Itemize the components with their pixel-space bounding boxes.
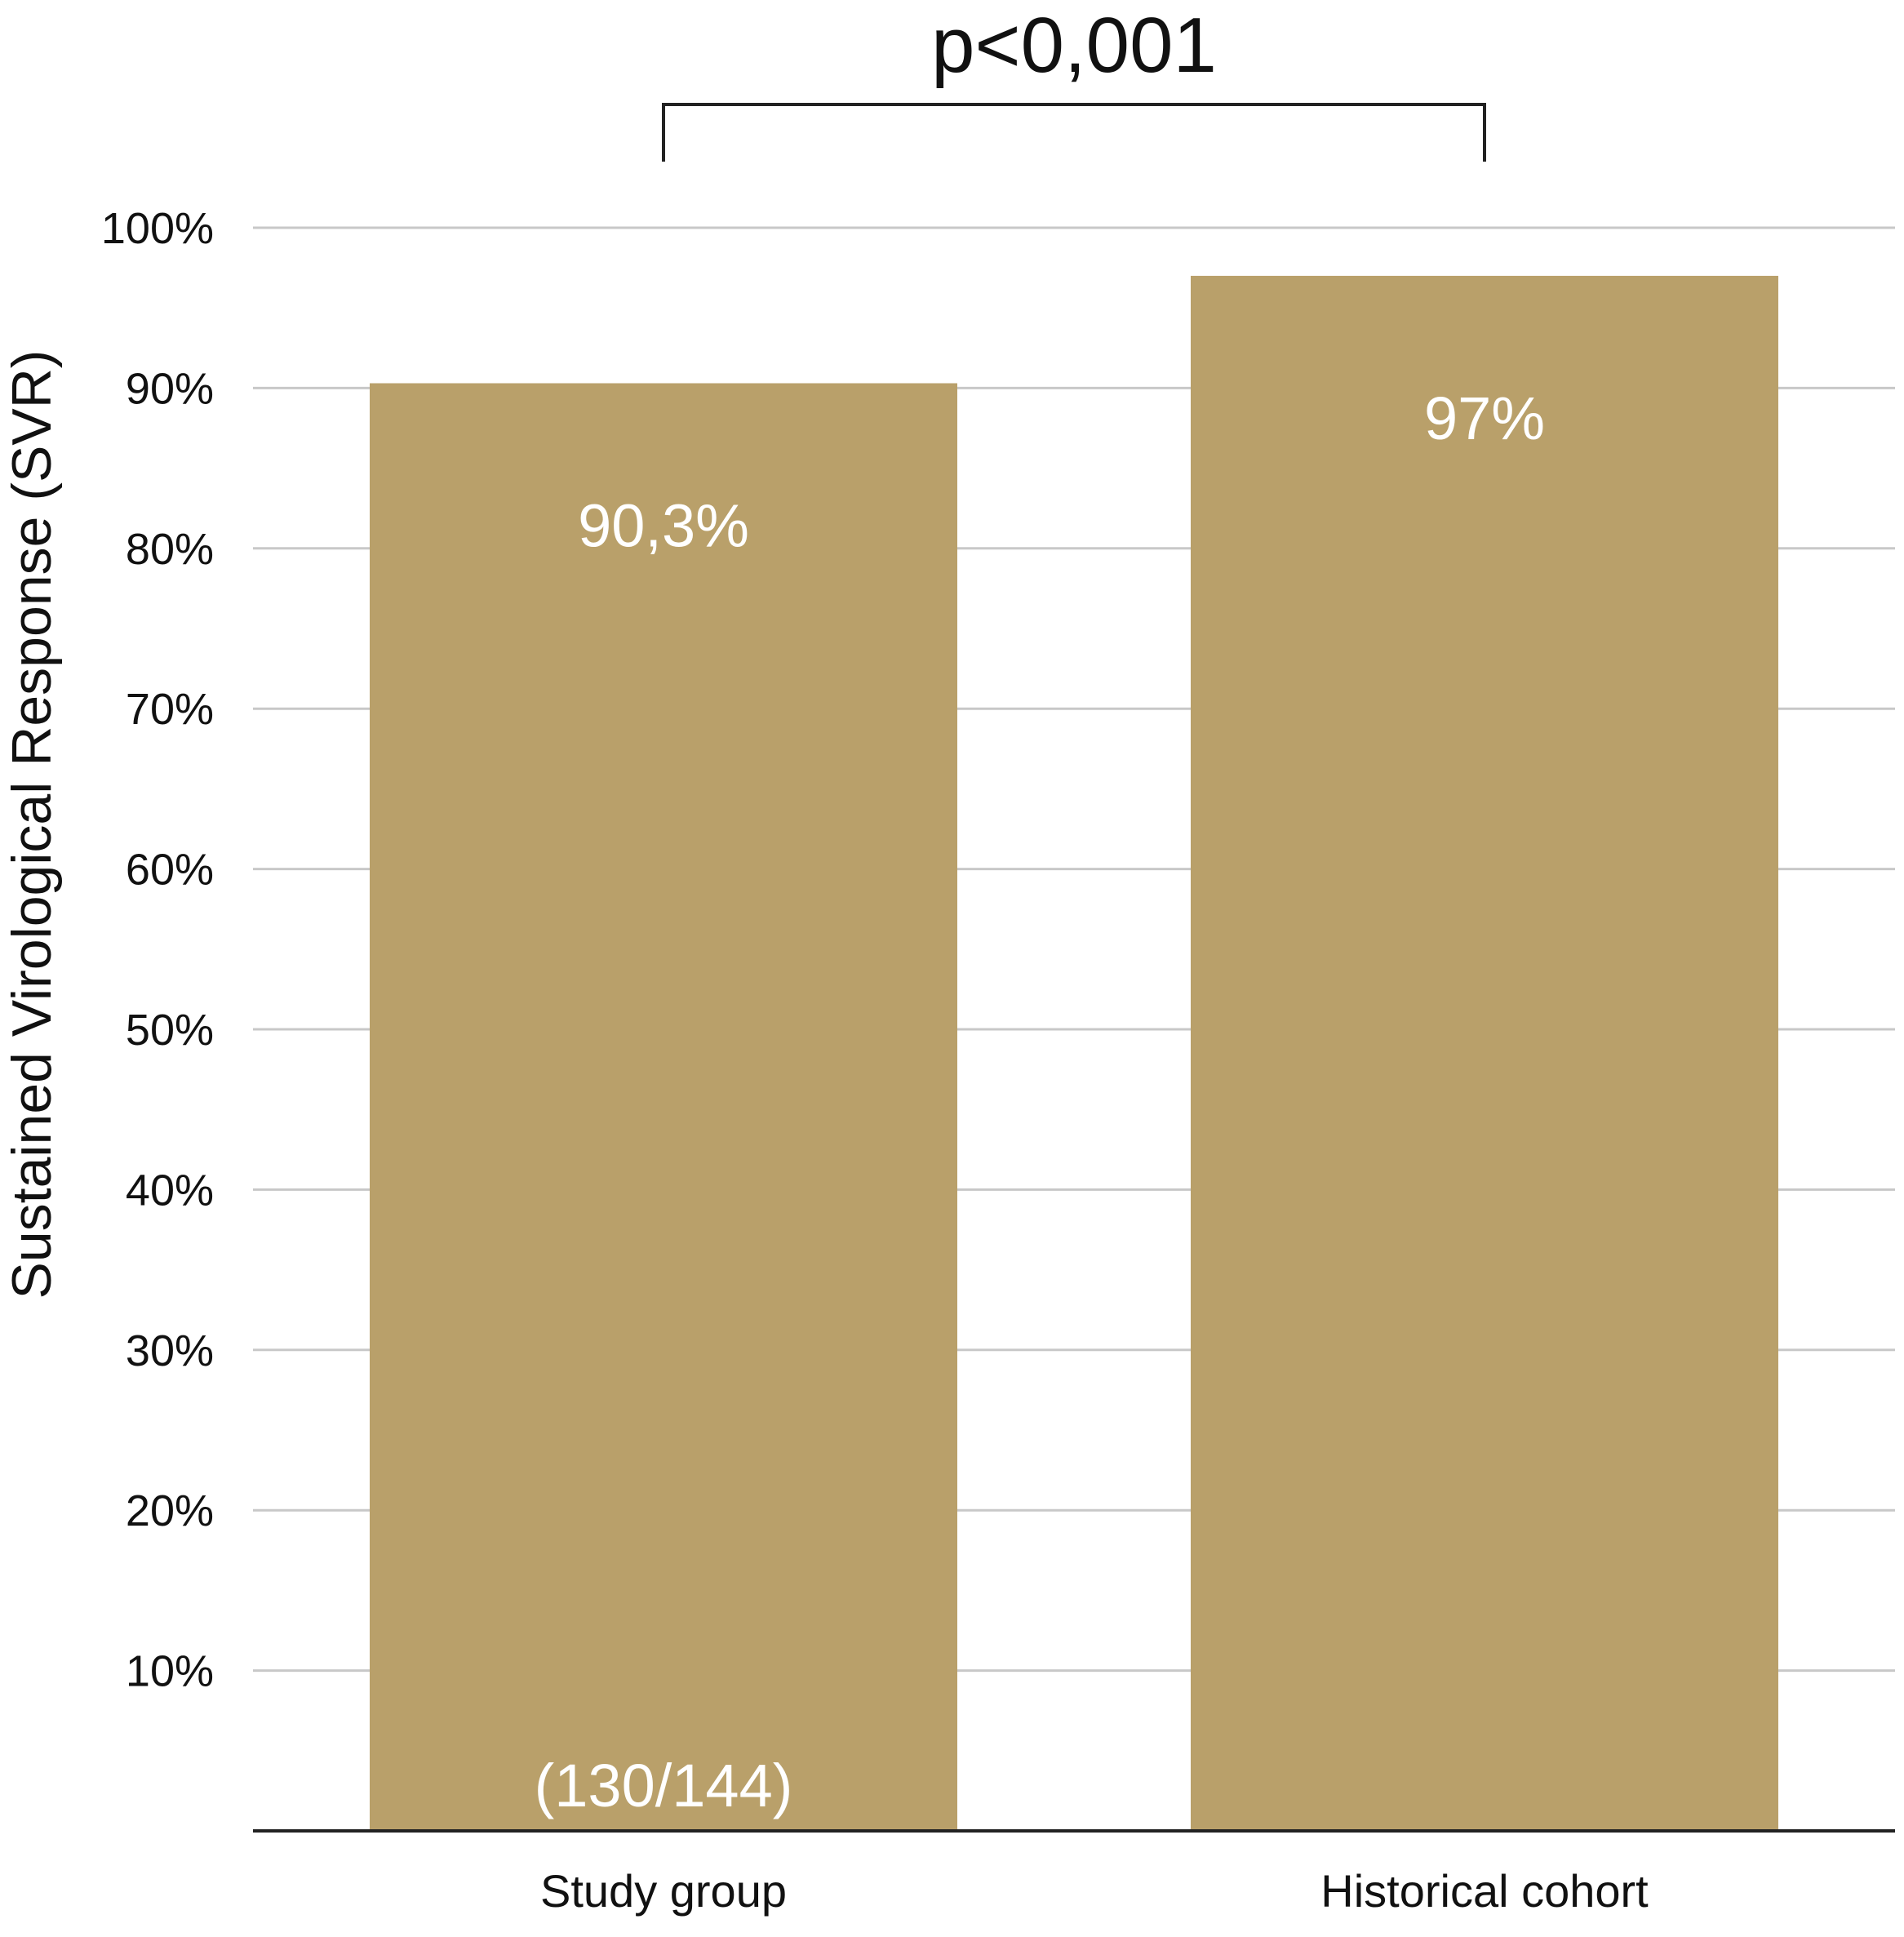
y-tick-label: 10% (126, 1647, 214, 1696)
y-tick-label: 60% (126, 846, 214, 895)
bar (1191, 275, 1778, 1831)
y-tick-label: 40% (126, 1166, 214, 1215)
y-tick-label: 90% (126, 364, 214, 413)
bar-value-label: 90,3% (578, 492, 749, 560)
y-tick-label: 50% (126, 1006, 214, 1055)
significance-bracket-line (662, 103, 1486, 162)
bars: 90,3% (130/144) 97% (370, 275, 1778, 1831)
x-axis-categories: Study group Historical cohort (540, 1865, 1649, 1917)
significance-bracket: p<0,001 (662, 2, 1486, 162)
y-axis-label: Sustained Virological Response (SVR) (1, 350, 63, 1299)
bar-count-label: (130/144) (535, 1752, 793, 1819)
y-tick-label: 30% (126, 1326, 214, 1375)
y-tick-label: 100% (101, 204, 214, 253)
significance-label: p<0,001 (931, 2, 1217, 89)
y-tick-label: 70% (126, 685, 214, 734)
bar (370, 383, 957, 1831)
x-category-label: Historical cohort (1320, 1865, 1649, 1917)
y-axis-ticks: 10% 20% 30% 40% 50% 60% 70% 80% 90% 100% (101, 204, 214, 1696)
bar-value-label: 97% (1424, 384, 1545, 452)
y-tick-label: 80% (126, 525, 214, 574)
y-tick-label: 20% (126, 1486, 214, 1535)
x-category-label: Study group (540, 1865, 787, 1917)
